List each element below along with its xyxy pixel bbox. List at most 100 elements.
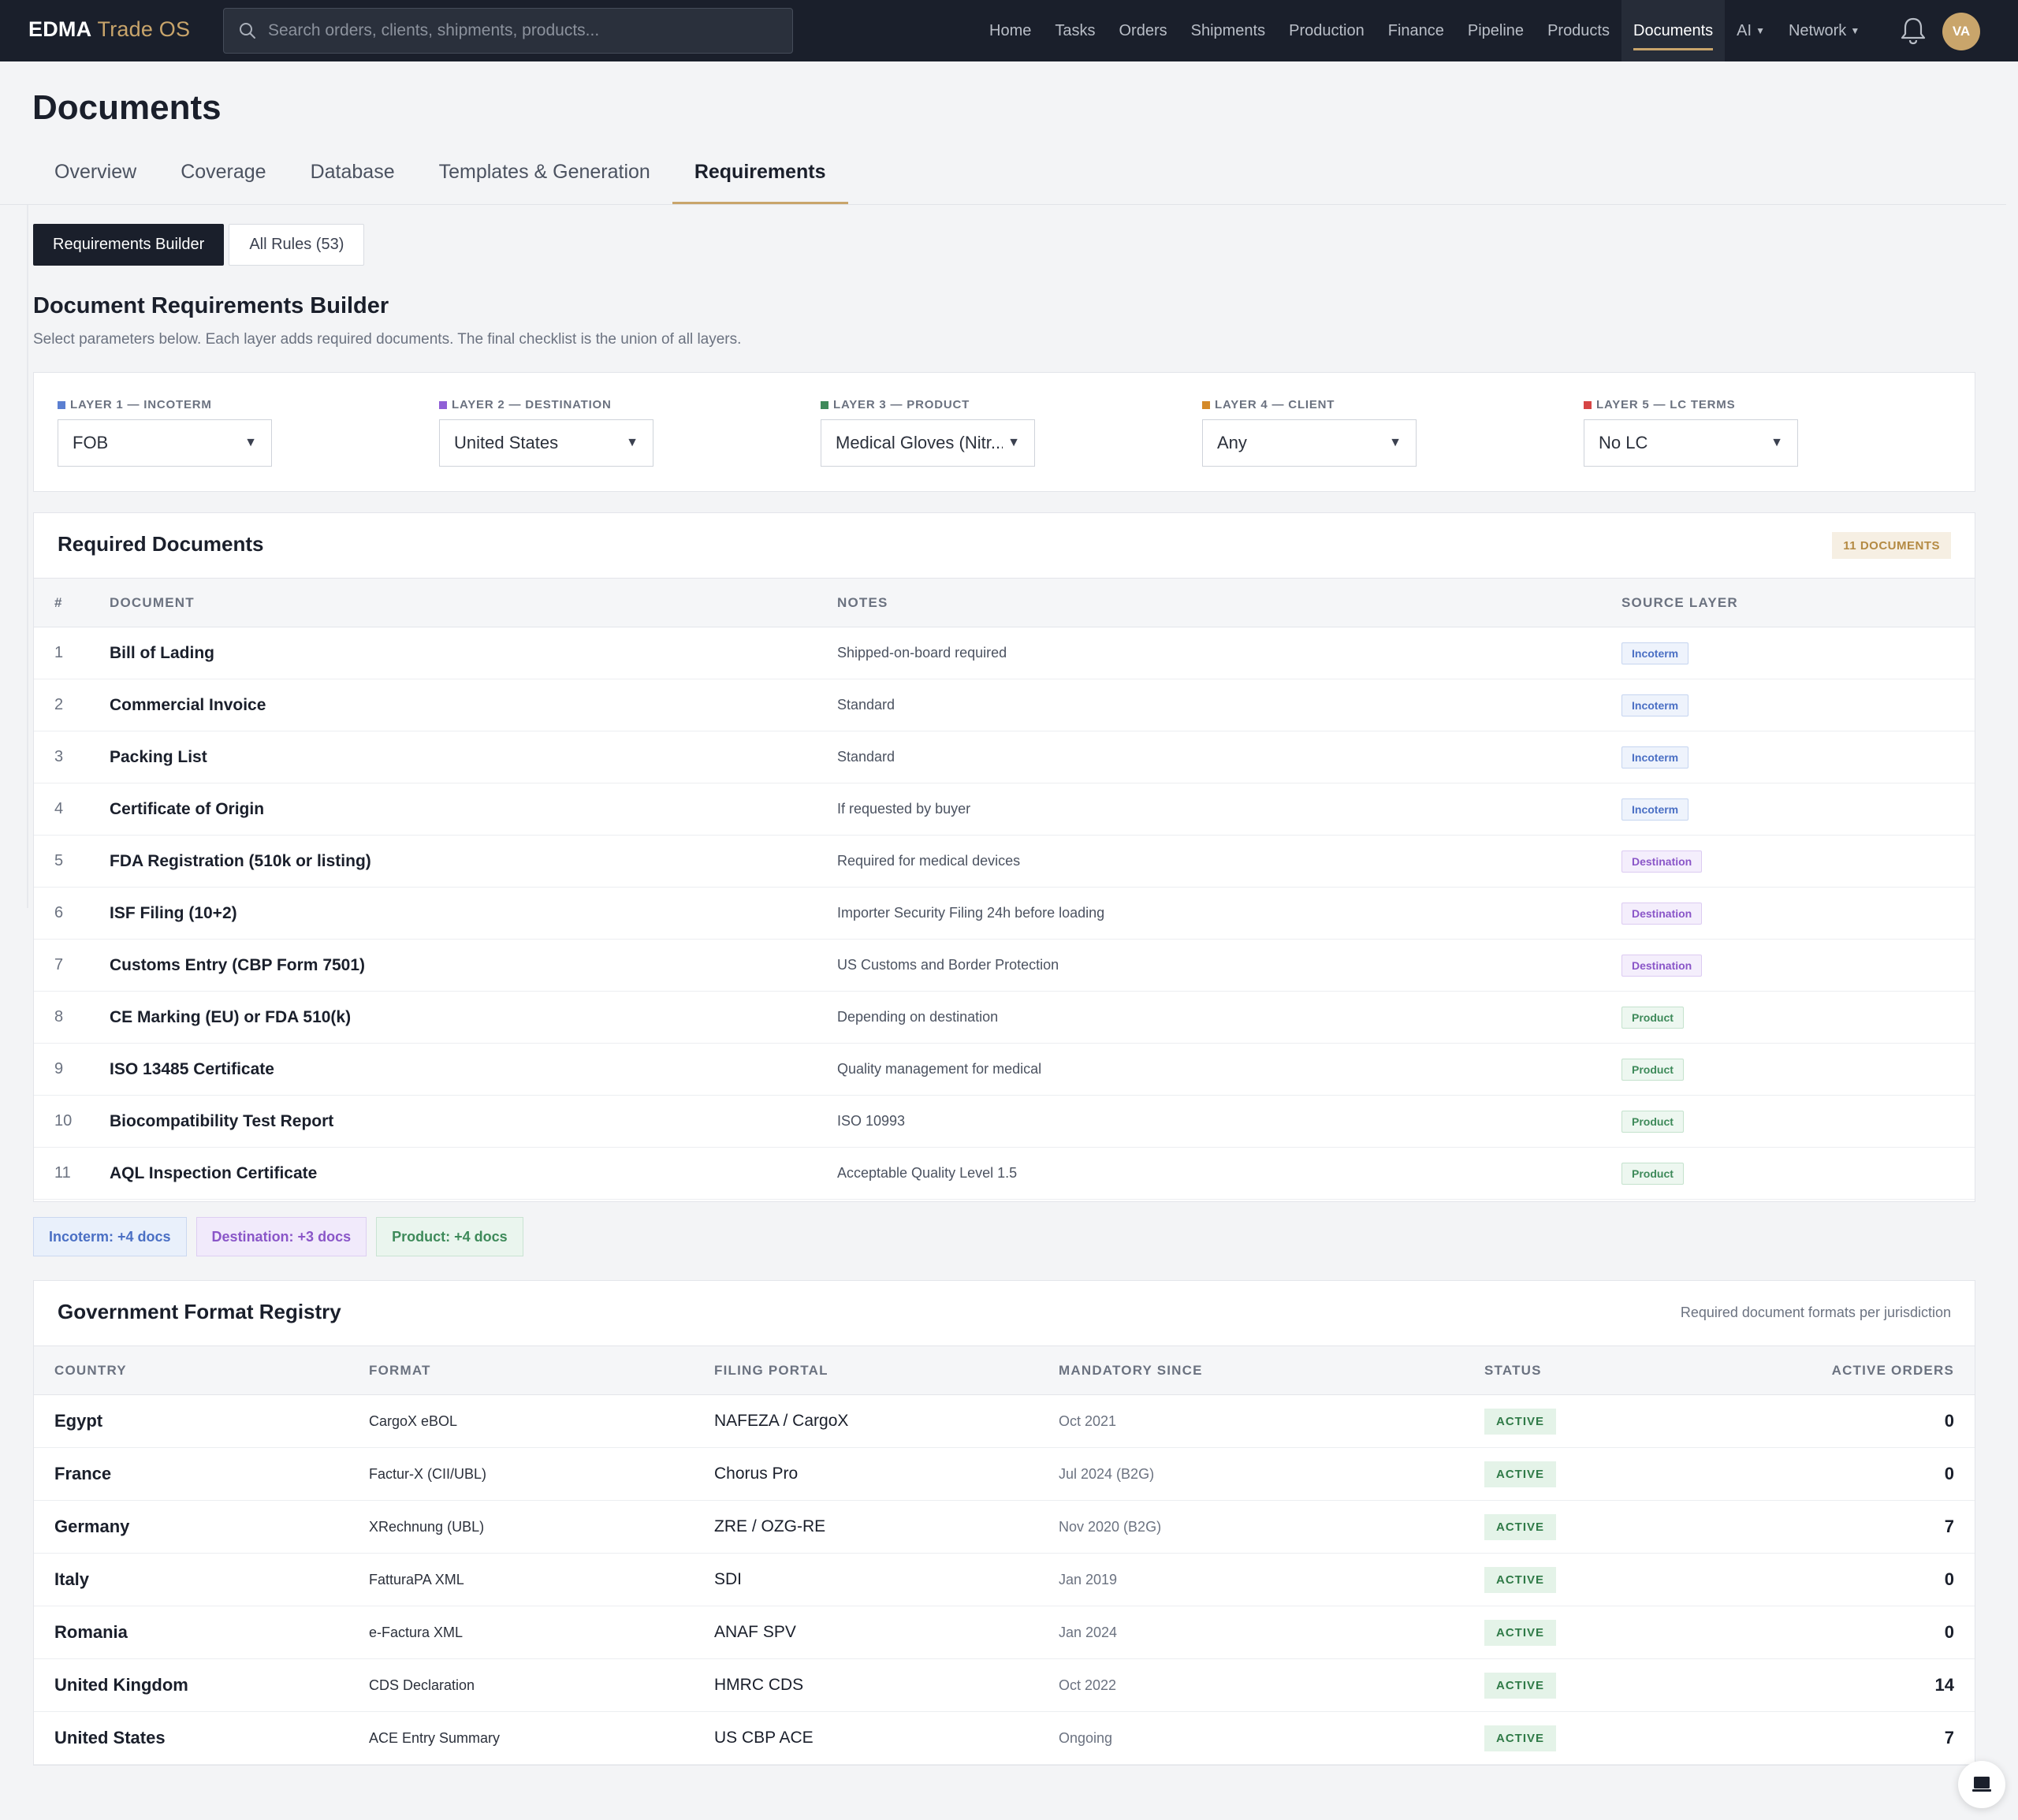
status-cell: ACTIVE: [1484, 1394, 1800, 1448]
doc-source-cell: Destination: [1621, 887, 1975, 940]
select-value: No LC: [1599, 433, 1648, 452]
user-avatar[interactable]: VA: [1942, 13, 1980, 50]
mandatory-since: Ongoing: [1059, 1711, 1484, 1765]
nav-tasks[interactable]: Tasks: [1055, 21, 1096, 39]
table-row: Germany XRechnung (UBL) ZRE / OZG-RE Nov 20…: [34, 1500, 1975, 1554]
incoterm-select[interactable]: FOB ▼: [58, 419, 272, 467]
source-layer-badge: Incoterm: [1621, 798, 1689, 821]
nav-production[interactable]: Production: [1289, 21, 1365, 39]
table-row: 2 Commercial Invoice Standard Incoterm: [34, 679, 1975, 731]
filing-portal: ANAF SPV: [714, 1606, 1059, 1659]
filing-portal: ZRE / OZG-RE: [714, 1500, 1059, 1554]
table-row: 8 CE Marking (EU) or FDA 510(k) Depending …: [34, 991, 1975, 1044]
nav-ai-label: AI: [1737, 21, 1752, 39]
tab-database[interactable]: Database: [310, 161, 395, 183]
nav-home[interactable]: Home: [989, 21, 1032, 39]
layer-destination: LAYER 2 — DESTINATION United States ▼: [439, 398, 653, 467]
nav-ai-menu[interactable]: AI ▼: [1725, 0, 1777, 61]
tab-overview[interactable]: Overview: [54, 161, 137, 183]
table-row: 11 AQL Inspection Certificate Acceptable Q…: [34, 1147, 1975, 1200]
nav-finance[interactable]: Finance: [1387, 21, 1444, 39]
format-name: CDS Declaration: [369, 1658, 714, 1712]
layer-summary: Incoterm: +4 docs Destination: +3 docs P…: [33, 1217, 523, 1256]
status-badge: ACTIVE: [1484, 1619, 1557, 1646]
source-layer-badge: Product: [1621, 1006, 1684, 1029]
tab-templates-generation[interactable]: Templates & Generation: [438, 161, 650, 183]
tab-coverage[interactable]: Coverage: [181, 161, 266, 183]
active-orders: 7: [1800, 1711, 1975, 1765]
chevron-down-icon: ▼: [1389, 436, 1402, 449]
nav-orders[interactable]: Orders: [1119, 21, 1167, 39]
active-orders: 0: [1800, 1606, 1975, 1659]
layer-label: LAYER 2 — DESTINATION: [439, 398, 653, 411]
doc-source-cell: Product: [1621, 991, 1975, 1044]
destination-select[interactable]: United States ▼: [439, 419, 653, 467]
doc-notes: Depending on destination: [837, 991, 1621, 1044]
status-badge: ACTIVE: [1484, 1461, 1557, 1487]
table-row: France Factur-X (CII/UBL) Chorus Pro Jul 20…: [34, 1447, 1975, 1501]
active-orders: 14: [1800, 1658, 1975, 1712]
layer-color-swatch: [1202, 400, 1210, 409]
global-search[interactable]: [223, 8, 793, 54]
table-row: United States ACE Entry Summary US CBP ACE…: [34, 1711, 1975, 1765]
doc-notes: Quality management for medical: [837, 1043, 1621, 1096]
lc-terms-select[interactable]: No LC ▼: [1584, 419, 1798, 467]
layer-client: LAYER 4 — CLIENT Any ▼: [1202, 398, 1417, 467]
filing-portal: HMRC CDS: [714, 1658, 1059, 1712]
doc-name: Bill of Lading: [110, 627, 837, 679]
layer-label-text: LAYER 4 — CLIENT: [1215, 398, 1335, 411]
table-row: 10 Biocompatibility Test Report ISO 10993 P…: [34, 1095, 1975, 1148]
registry-title: Government Format Registry: [58, 1300, 341, 1323]
layer-color-swatch: [1584, 400, 1592, 409]
layer-product: LAYER 3 — PRODUCT Medical Gloves (Nitr..…: [821, 398, 1035, 467]
page-title: Documents: [32, 88, 222, 127]
layer-label: LAYER 3 — PRODUCT: [821, 398, 1035, 411]
doc-number: 8: [34, 991, 110, 1044]
doc-name: Packing List: [110, 731, 837, 783]
country-name: Italy: [34, 1553, 369, 1606]
nav-shipments[interactable]: Shipments: [1190, 21, 1266, 39]
brand-suffix: Trade OS: [97, 17, 191, 41]
document-count-badge: 11 DOCUMENTS: [1832, 532, 1951, 559]
doc-number: 11: [34, 1147, 110, 1200]
table-row: 6 ISF Filing (10+2) Importer Security Fili…: [34, 887, 1975, 940]
brand-logo[interactable]: EDMA Trade OS: [28, 17, 190, 42]
product-select[interactable]: Medical Gloves (Nitr... ▼: [821, 419, 1035, 467]
tab-requirements[interactable]: Requirements: [672, 150, 848, 204]
search-input[interactable]: [268, 21, 757, 40]
status-cell: ACTIVE: [1484, 1447, 1800, 1501]
doc-notes: Importer Security Filing 24h before load…: [837, 887, 1621, 940]
doc-number: 3: [34, 731, 110, 783]
nav-products[interactable]: Products: [1547, 21, 1610, 39]
requirements-builder-button[interactable]: Requirements Builder: [33, 224, 225, 266]
layer-lc-terms: LAYER 5 — LC TERMS No LC ▼: [1584, 398, 1798, 467]
nav-pipeline[interactable]: Pipeline: [1467, 21, 1525, 39]
top-navigation: EDMA Trade OS Home Tasks Orders Shipment…: [0, 0, 2018, 61]
doc-name: CE Marking (EU) or FDA 510(k): [110, 991, 837, 1044]
doc-name: ISO 13485 Certificate: [110, 1043, 837, 1096]
doc-notes: US Customs and Border Protection: [837, 939, 1621, 992]
government-format-registry-card: Government Format Registry Required docu…: [33, 1280, 1975, 1766]
summary-chip-product: Product: +4 docs: [376, 1217, 523, 1256]
source-layer-badge: Destination: [1621, 850, 1703, 873]
source-layer-badge: Destination: [1621, 902, 1703, 925]
mandatory-since: Jan 2024: [1059, 1606, 1484, 1659]
all-rules-button[interactable]: All Rules (53): [229, 224, 365, 266]
select-value: FOB: [73, 433, 109, 452]
nav-documents[interactable]: Documents: [1621, 0, 1726, 61]
layer-label-text: LAYER 1 — INCOTERM: [70, 398, 212, 411]
layer-label: LAYER 5 — LC TERMS: [1584, 398, 1798, 411]
doc-number: 1: [34, 627, 110, 679]
bell-icon[interactable]: [1900, 16, 1927, 46]
layer-label-text: LAYER 2 — DESTINATION: [452, 398, 612, 411]
status-cell: ACTIVE: [1484, 1658, 1800, 1712]
chat-launcher-button[interactable]: [1958, 1761, 2005, 1808]
layer-color-swatch: [58, 400, 65, 409]
table-row: 4 Certificate of Origin If requested by bu…: [34, 783, 1975, 836]
layer-label: LAYER 1 — INCOTERM: [58, 398, 272, 411]
client-select[interactable]: Any ▼: [1202, 419, 1417, 467]
col-notes: NOTES: [837, 578, 1621, 627]
doc-source-cell: Product: [1621, 1147, 1975, 1200]
nav-network-menu[interactable]: Network ▼: [1777, 0, 1871, 61]
view-switcher: Requirements Builder All Rules (53): [33, 224, 365, 266]
